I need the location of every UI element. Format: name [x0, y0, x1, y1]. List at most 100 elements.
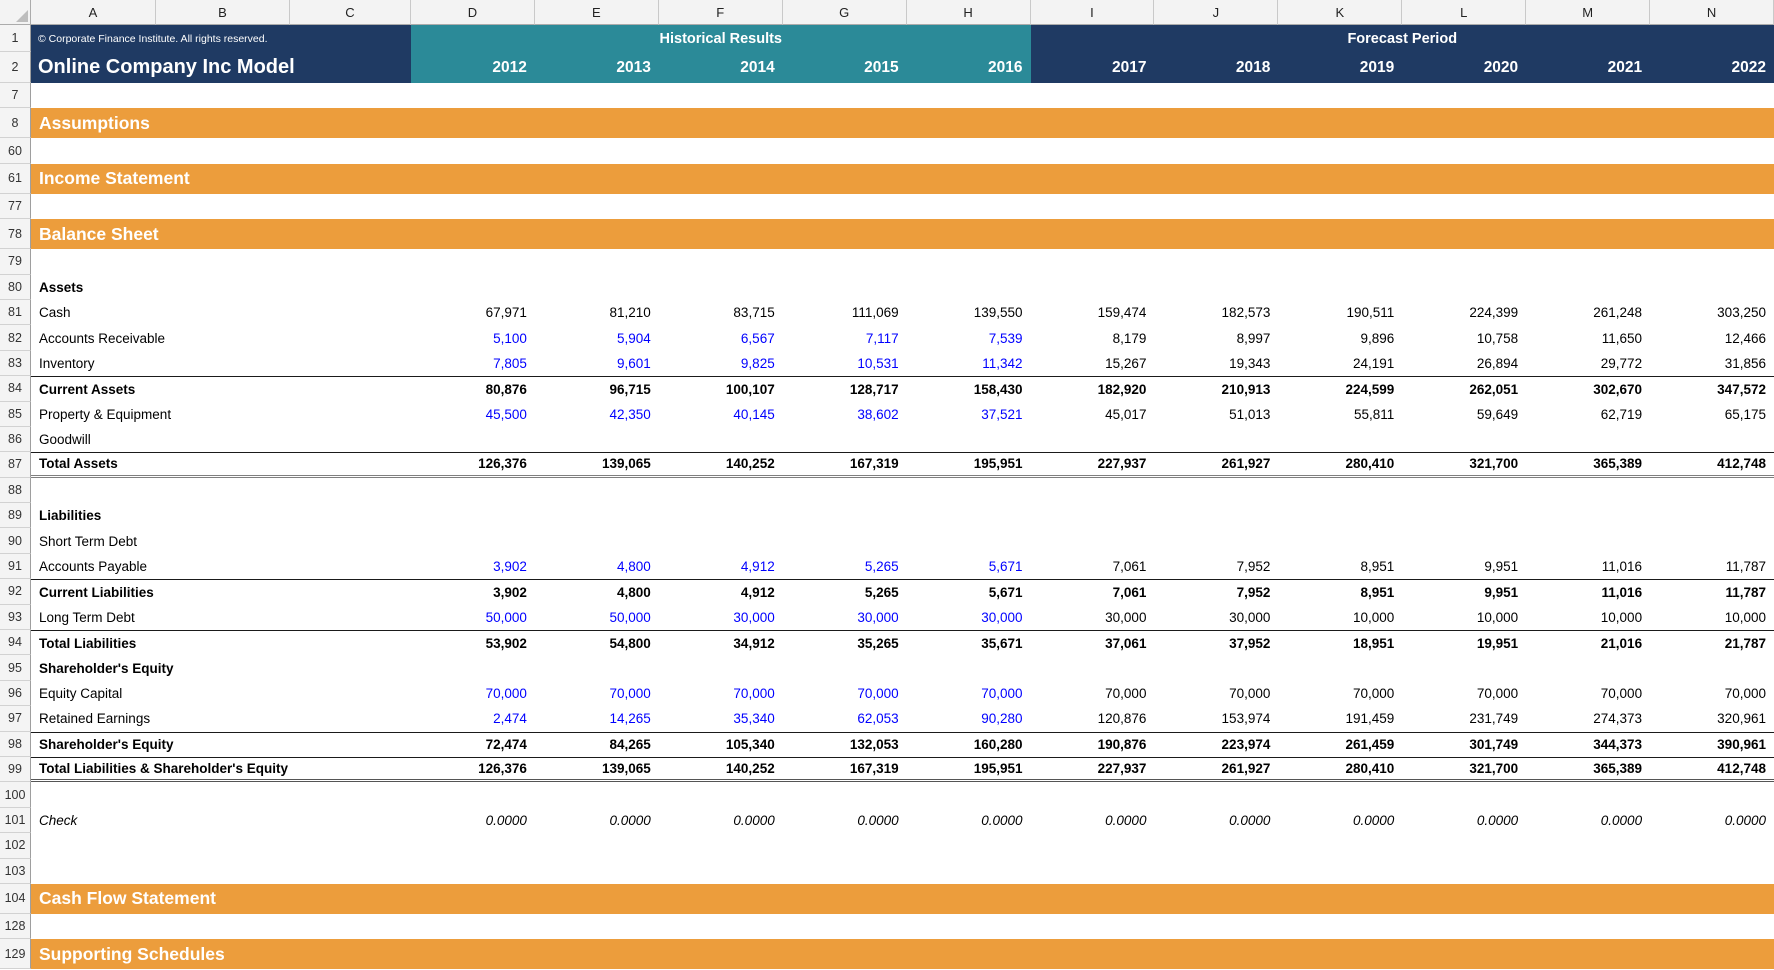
cell-H99[interactable]: 195,951	[973, 761, 1023, 777]
cell-K90[interactable]	[1278, 528, 1402, 553]
year-2015[interactable]: 2015	[782, 52, 907, 83]
cell-F98[interactable]: 105,340	[725, 737, 775, 753]
cell-H87[interactable]: 195,951	[973, 456, 1023, 472]
cell-I91[interactable]: 7,061	[1112, 559, 1147, 575]
col-header-M[interactable]: M	[1526, 0, 1651, 25]
year-2013[interactable]: 2013	[534, 52, 659, 83]
cell-E86[interactable]	[535, 427, 659, 452]
cell-G96[interactable]: 70,000	[857, 686, 899, 701]
cell-I82[interactable]: 8,179	[1112, 330, 1147, 346]
cell-N87[interactable]: 412,748	[1717, 456, 1766, 472]
cell-G85[interactable]: 38,602	[857, 406, 899, 422]
cell-M92[interactable]: 11,016	[1601, 584, 1643, 600]
row-header-60[interactable]: 60	[0, 138, 31, 164]
cell-H82[interactable]: 7,539	[988, 330, 1023, 346]
cell-K99[interactable]: 280,410	[1345, 761, 1395, 777]
cell-I86[interactable]	[1031, 427, 1155, 452]
cell-F87[interactable]: 140,252	[725, 456, 775, 472]
cell-A95[interactable]: Shareholder's Equity	[39, 660, 174, 676]
cell-L92[interactable]: 9,951	[1484, 584, 1519, 600]
cell-H92[interactable]: 5,671	[988, 584, 1023, 600]
cell-H101[interactable]: 0.0000	[981, 812, 1023, 828]
row-header-81[interactable]: 81	[0, 299, 31, 326]
cell-G83[interactable]: 10,531	[857, 355, 899, 371]
cell-N86[interactable]	[1650, 427, 1774, 452]
cell-N98[interactable]: 390,961	[1717, 737, 1766, 753]
col-header-K[interactable]: K	[1278, 0, 1403, 25]
cell-D85[interactable]: 45,500	[485, 406, 527, 422]
cell-A99[interactable]: Total Liabilities & Shareholder's Equity	[39, 761, 289, 777]
cell-E83[interactable]: 9,601	[617, 355, 651, 371]
col-header-E[interactable]: E	[534, 0, 659, 25]
cell-L93[interactable]: 10,000	[1476, 609, 1519, 625]
cell-J101[interactable]: 0.0000	[1229, 812, 1271, 828]
cell-E97[interactable]: 14,265	[609, 711, 651, 727]
cell-J92[interactable]: 7,952	[1236, 584, 1271, 600]
cell-J84[interactable]: 210,913	[1221, 381, 1271, 397]
cell-G86[interactable]	[783, 427, 907, 452]
cell-A93[interactable]: Long Term Debt	[39, 609, 135, 625]
cell-A92[interactable]: Current Liabilities	[39, 584, 154, 600]
row-88-blank-cells[interactable]	[31, 478, 1774, 503]
cell-A101[interactable]: Check	[39, 812, 78, 828]
row-header-91[interactable]: 91	[0, 553, 31, 580]
cell-N92[interactable]: 11,787	[1725, 584, 1766, 600]
cell-E93[interactable]: 50,000	[609, 609, 651, 625]
cell-I83[interactable]: 15,267	[1105, 355, 1147, 371]
cell-J85[interactable]: 51,013	[1229, 406, 1271, 422]
cell-H94[interactable]: 35,671	[981, 635, 1023, 651]
cell-G98[interactable]: 132,053	[849, 737, 899, 753]
col-header-I[interactable]: I	[1030, 0, 1155, 25]
cell-H96[interactable]: 70,000	[981, 686, 1023, 701]
cell-L98[interactable]: 301,749	[1469, 737, 1519, 753]
cell-D96[interactable]: 70,000	[485, 686, 527, 701]
col-header-D[interactable]: D	[411, 0, 535, 25]
row-header-92[interactable]: 92	[0, 579, 31, 605]
cell-J94[interactable]: 37,952	[1229, 635, 1271, 651]
cell-F83[interactable]: 9,825	[740, 355, 775, 371]
row-header-101[interactable]: 101	[0, 807, 31, 834]
cell-M87[interactable]: 365,389	[1593, 456, 1643, 472]
cell-K83[interactable]: 24,191	[1352, 355, 1395, 371]
cell-E84[interactable]: 96,715	[609, 381, 651, 397]
cell-M84[interactable]: 302,670	[1593, 381, 1643, 397]
cell-J82[interactable]: 8,997	[1236, 330, 1271, 346]
row-header-86[interactable]: 86	[0, 426, 31, 453]
row-header-104[interactable]: 104	[0, 883, 31, 914]
cell-F81[interactable]: 83,715	[733, 305, 775, 321]
cell-N84[interactable]: 347,572	[1717, 381, 1766, 397]
col-header-A[interactable]: A	[31, 0, 156, 25]
cell-J93[interactable]: 30,000	[1229, 609, 1271, 625]
cell-E94[interactable]: 54,800	[609, 635, 651, 651]
cell-G92[interactable]: 5,265	[864, 584, 899, 600]
cell-A98[interactable]: Shareholder's Equity	[39, 737, 174, 753]
row-103-blank-cells[interactable]	[31, 859, 1774, 884]
col-header-B[interactable]: B	[156, 0, 290, 25]
row-header-83[interactable]: 83	[0, 350, 31, 377]
cell-G87[interactable]: 167,319	[849, 456, 899, 472]
cell-E81[interactable]: 81,210	[609, 305, 651, 321]
row-header-7[interactable]: 7	[0, 83, 31, 109]
cell-E87[interactable]: 139,065	[602, 456, 651, 472]
cell-L90[interactable]	[1402, 528, 1526, 553]
cell-E101[interactable]: 0.0000	[609, 812, 651, 828]
row-header-98[interactable]: 98	[0, 731, 31, 757]
cell-K101[interactable]: 0.0000	[1352, 812, 1395, 828]
cell-D99[interactable]: 126,376	[478, 761, 527, 777]
cell-F85[interactable]: 40,145	[733, 406, 775, 422]
cell-M94[interactable]: 21,016	[1600, 635, 1643, 651]
forecast-period-band[interactable]: Forecast Period	[1030, 25, 1774, 52]
cell-D82[interactable]: 5,100	[493, 330, 527, 346]
cell-J81[interactable]: 182,573	[1221, 305, 1271, 321]
cell-H84[interactable]: 158,430	[973, 381, 1023, 397]
cell-D84[interactable]: 80,876	[485, 381, 527, 397]
cell-G90[interactable]	[783, 528, 907, 553]
cell-N97[interactable]: 320,961	[1717, 711, 1766, 727]
row-header-78[interactable]: 78	[0, 219, 31, 250]
cell-A96[interactable]: Equity Capital	[39, 686, 123, 701]
row-header-88[interactable]: 88	[0, 477, 31, 504]
cell-D92[interactable]: 3,902	[493, 584, 527, 600]
row-header-96[interactable]: 96	[0, 680, 31, 707]
row-102-blank-cells[interactable]	[31, 833, 1774, 858]
cell-N82[interactable]: 12,466	[1724, 330, 1766, 346]
